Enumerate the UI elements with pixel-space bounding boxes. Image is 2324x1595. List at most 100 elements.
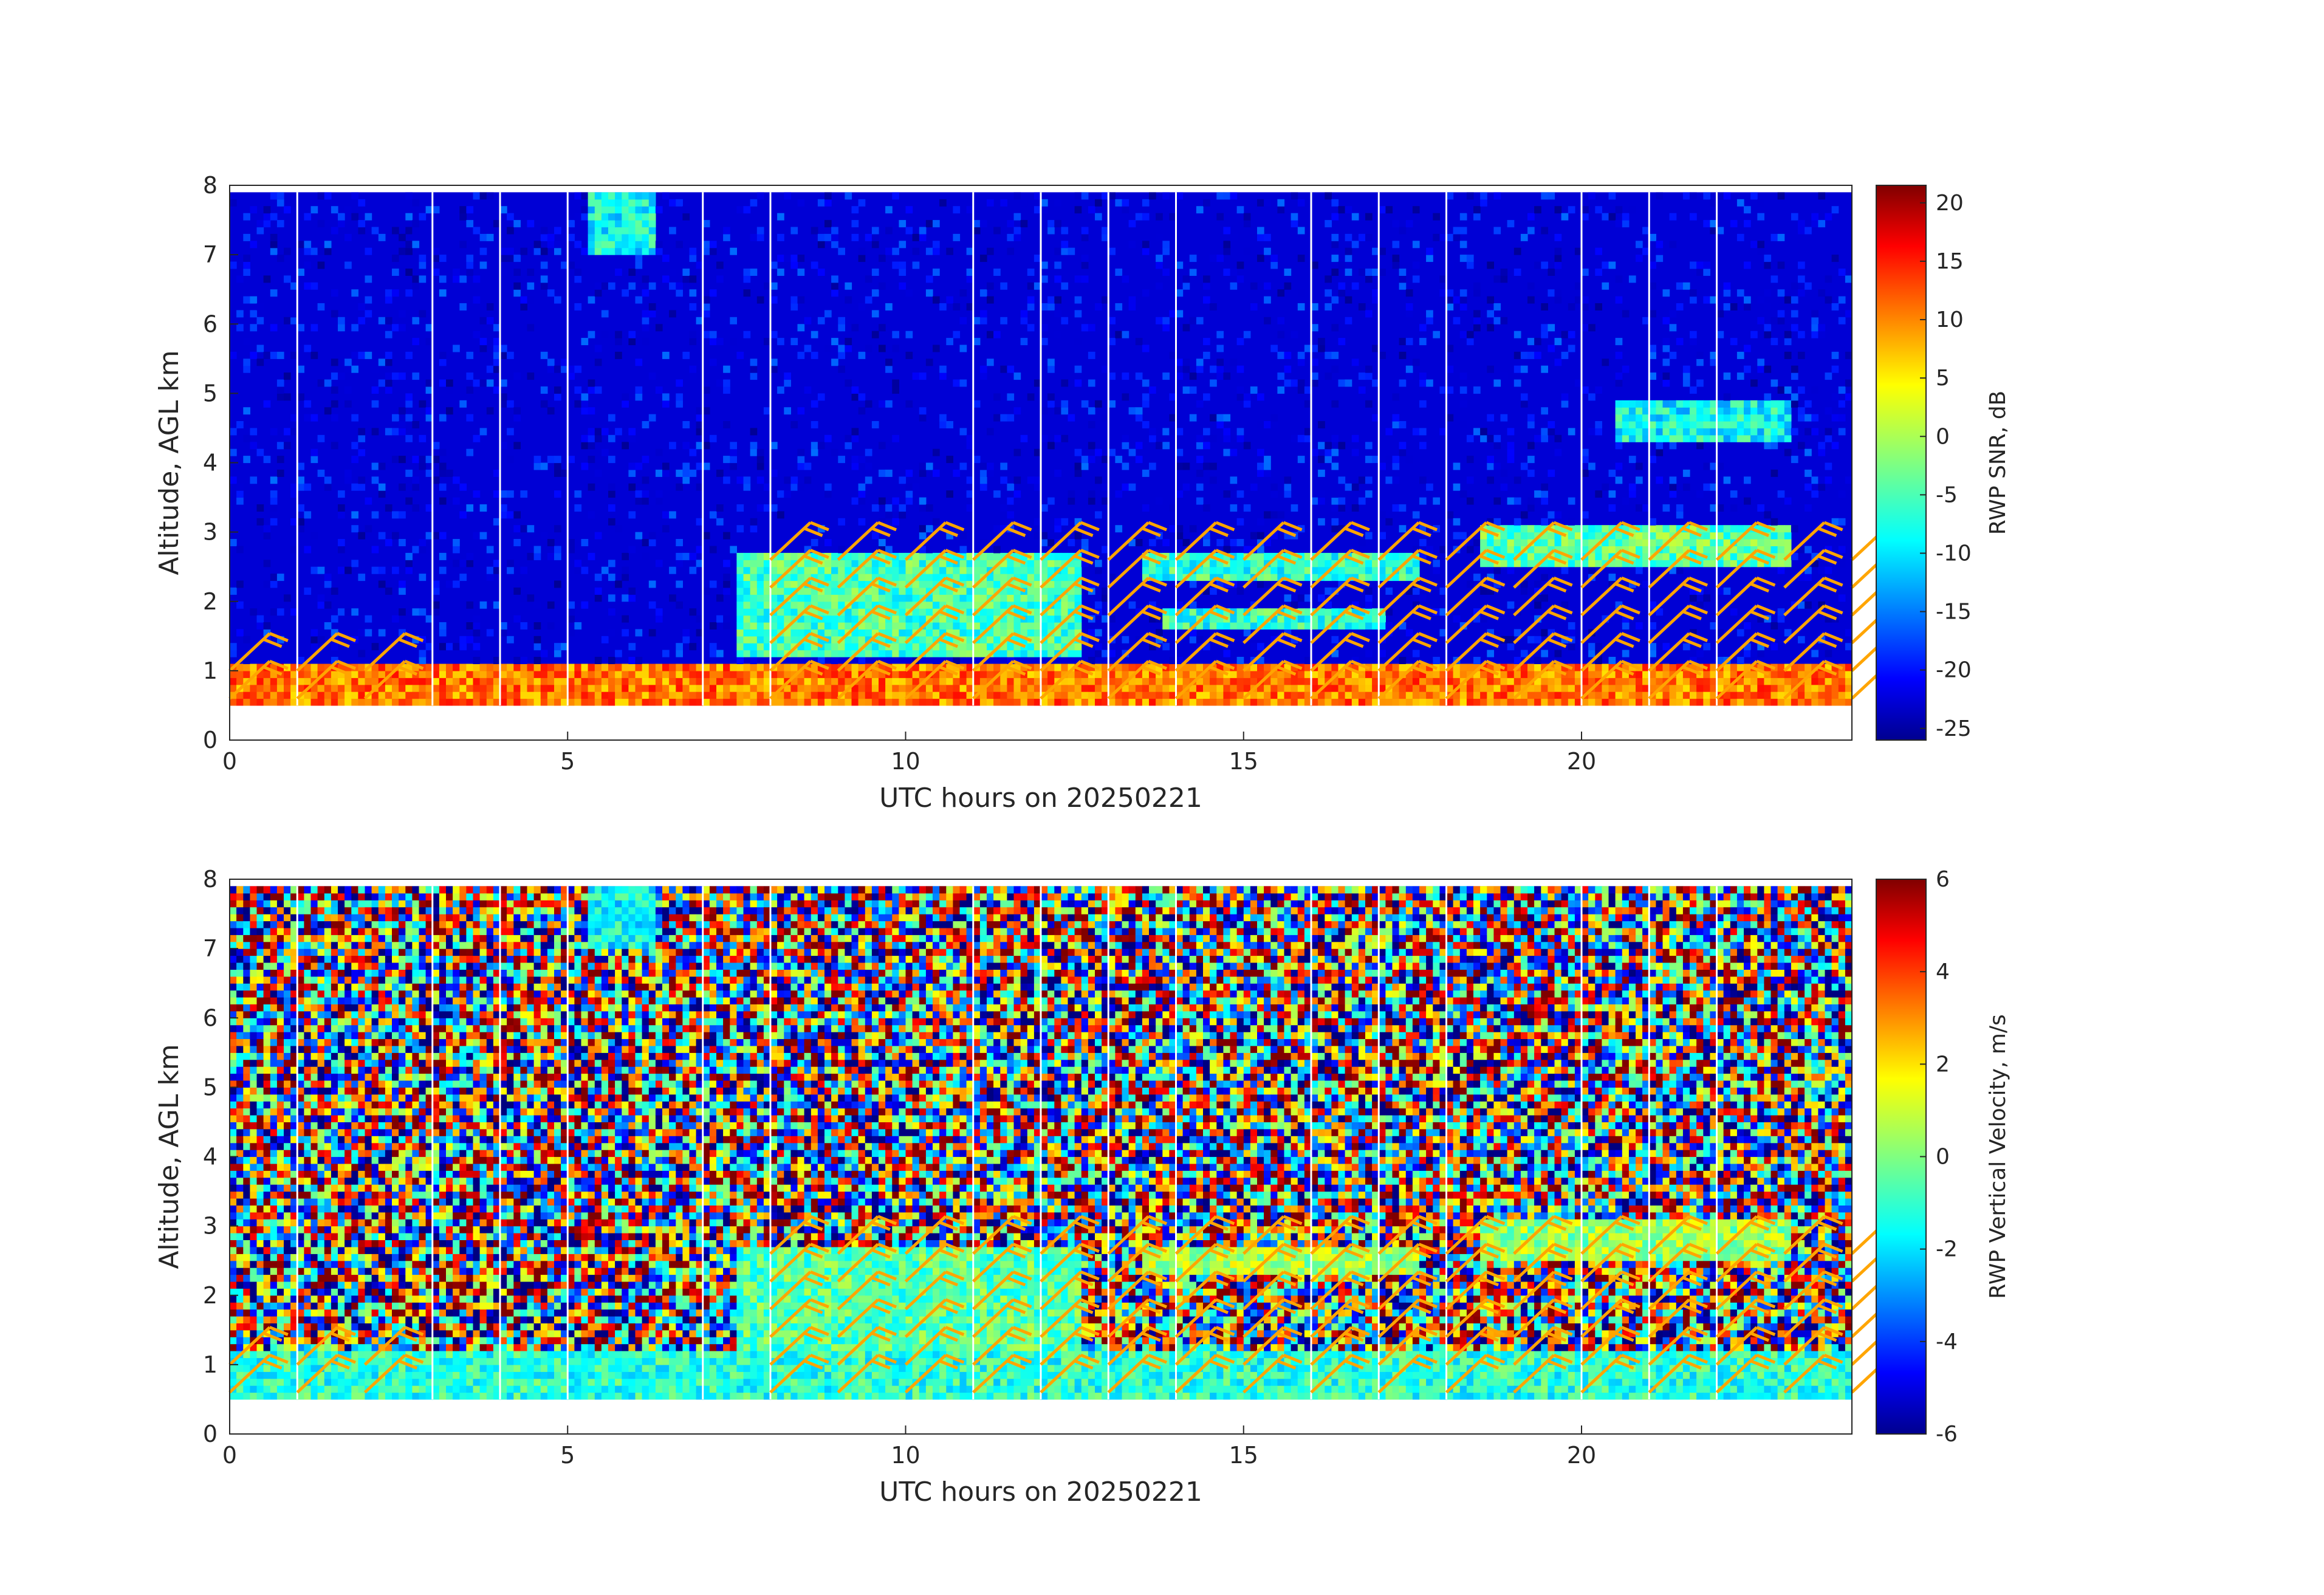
heatmap-cell: [770, 262, 778, 269]
heatmap-cell: [1047, 622, 1055, 629]
heatmap-cell: [1663, 414, 1670, 422]
heatmap-cell: [1636, 255, 1643, 262]
heatmap-cell: [1339, 476, 1346, 484]
heatmap-cell: [351, 671, 358, 678]
heatmap-cell: [1203, 283, 1210, 290]
heatmap-cell: [574, 560, 581, 567]
heatmap-cell: [1021, 220, 1028, 227]
heatmap-cell: [723, 574, 730, 581]
heatmap-cell: [852, 608, 859, 616]
heatmap-cell: [973, 567, 981, 574]
heatmap-cell: [811, 227, 818, 235]
heatmap-cell: [790, 484, 798, 491]
heatmap-cell: [1339, 262, 1346, 269]
heatmap-cell: [1656, 255, 1663, 262]
heatmap-cell: [1602, 262, 1609, 269]
heatmap-cell: [466, 352, 473, 359]
heatmap-cell: [1514, 671, 1521, 678]
heatmap-cell: [1365, 275, 1373, 283]
heatmap-cell: [358, 428, 365, 435]
heatmap-cell: [885, 358, 893, 366]
heatmap-cell: [980, 289, 987, 297]
heatmap-cell: [1095, 650, 1102, 657]
heatmap-cell: [1602, 484, 1609, 491]
heatmap-cell: [1223, 192, 1230, 199]
heatmap-cell: [1622, 677, 1630, 685]
heatmap-cell: [1021, 594, 1028, 602]
heatmap-cell: [892, 643, 899, 650]
heatmap-cell: [1548, 470, 1555, 477]
heatmap-cell: [636, 490, 643, 498]
heatmap-cell: [459, 241, 467, 248]
heatmap-cell: [513, 588, 521, 595]
heatmap-cell: [1480, 428, 1487, 435]
heatmap-cell: [1426, 248, 1433, 255]
heatmap-cell: [453, 275, 460, 283]
heatmap-cell: [757, 685, 764, 692]
heatmap-cell: [1548, 269, 1555, 276]
heatmap-cell: [513, 657, 521, 664]
heatmap-cell: [1203, 685, 1210, 692]
heatmap-cell: [1534, 525, 1541, 532]
heatmap-cell: [824, 643, 832, 650]
heatmap-cell: [710, 699, 717, 706]
heatmap-cell: [1210, 476, 1217, 484]
heatmap-cell: [1237, 671, 1244, 678]
heatmap-cell: [656, 449, 663, 456]
heatmap-cell: [1115, 456, 1122, 463]
heatmap-cell: [1534, 602, 1541, 609]
heatmap-cell: [1095, 699, 1102, 706]
heatmap-cell: [1399, 380, 1407, 387]
heatmap-cell: [1534, 691, 1541, 699]
heatmap-cell: [1244, 511, 1251, 518]
heatmap-cell: [1385, 206, 1393, 213]
heatmap-cell: [1007, 671, 1014, 678]
heatmap-cell: [892, 629, 899, 636]
heatmap-cell: [716, 504, 724, 512]
heatmap-cell: [1419, 699, 1427, 706]
heatmap-cell: [798, 352, 805, 359]
heatmap-cell: [1142, 567, 1150, 574]
heatmap-cell: [1629, 685, 1636, 692]
heatmap-cell: [1493, 685, 1501, 692]
heatmap-cell: [649, 699, 656, 706]
heatmap-cell: [385, 331, 392, 338]
heatmap-cell: [1385, 456, 1393, 463]
heatmap-cell: [744, 622, 751, 629]
heatmap-cell: [642, 227, 650, 235]
heatmap-cell: [1622, 366, 1630, 373]
heatmap-cell: [1257, 664, 1264, 671]
heatmap-cell: [845, 699, 852, 706]
heatmap-cell: [980, 588, 987, 595]
heatmap-cell: [264, 400, 271, 408]
heatmap-cell: [1000, 366, 1007, 373]
heatmap-cell: [507, 248, 514, 255]
heatmap-cell: [1311, 358, 1318, 366]
heatmap-cell: [669, 699, 676, 706]
heatmap-cell: [250, 442, 257, 449]
heatmap-cell: [649, 414, 656, 422]
heatmap-cell: [960, 677, 967, 685]
heatmap-cell: [818, 199, 825, 207]
heatmap-cell: [547, 685, 555, 692]
heatmap-cell: [399, 588, 406, 595]
heatmap-cell: [1541, 518, 1548, 526]
heatmap-cell: [365, 310, 372, 317]
heatmap-cell: [264, 671, 271, 678]
heatmap-cell: [473, 685, 481, 692]
heatmap-cell: [892, 504, 899, 512]
heatmap-cell: [311, 643, 318, 650]
heatmap-cell: [1149, 428, 1156, 435]
heatmap-cell: [892, 435, 899, 442]
heatmap-cell: [507, 567, 514, 574]
heatmap-cell: [433, 456, 440, 463]
heatmap-cell: [649, 206, 656, 213]
heatmap-cell: [466, 699, 473, 706]
heatmap-cell: [1649, 352, 1656, 359]
heatmap-cell: [676, 560, 683, 567]
heatmap-cell: [1514, 525, 1521, 532]
heatmap-cell: [581, 671, 589, 678]
heatmap-cell: [1047, 588, 1055, 595]
heatmap-cell: [284, 685, 291, 692]
heatmap-cell: [953, 691, 960, 699]
